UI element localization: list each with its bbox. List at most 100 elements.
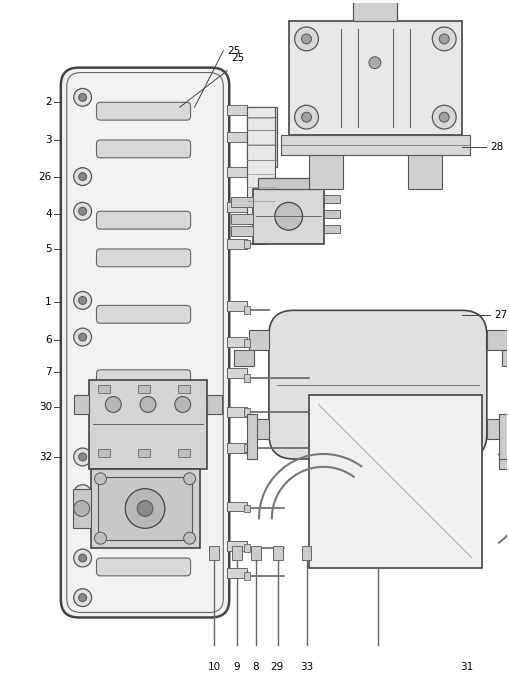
Bar xyxy=(362,0,386,1)
Circle shape xyxy=(294,105,318,129)
Bar xyxy=(244,409,249,416)
Bar xyxy=(227,407,246,417)
Bar xyxy=(138,449,150,457)
Bar xyxy=(91,469,199,548)
FancyBboxPatch shape xyxy=(96,305,190,323)
Bar xyxy=(74,395,89,414)
Circle shape xyxy=(74,500,90,516)
Circle shape xyxy=(78,173,87,180)
Circle shape xyxy=(105,396,121,412)
FancyBboxPatch shape xyxy=(96,249,190,266)
Bar xyxy=(308,395,481,568)
Bar xyxy=(244,240,249,248)
Bar xyxy=(352,0,396,21)
Circle shape xyxy=(74,203,91,220)
Bar xyxy=(177,449,189,457)
Text: 4: 4 xyxy=(45,210,52,219)
Bar xyxy=(498,459,509,469)
Bar xyxy=(98,477,191,540)
Text: 2: 2 xyxy=(45,97,52,108)
Circle shape xyxy=(74,484,91,502)
Circle shape xyxy=(78,593,87,602)
Bar xyxy=(231,214,252,224)
Bar xyxy=(244,544,249,552)
FancyBboxPatch shape xyxy=(96,211,190,229)
Circle shape xyxy=(78,94,87,101)
Circle shape xyxy=(74,549,91,567)
Bar xyxy=(324,225,340,233)
Bar xyxy=(227,541,246,551)
Circle shape xyxy=(94,532,106,544)
Text: 6: 6 xyxy=(45,335,52,345)
Circle shape xyxy=(301,34,311,44)
Bar xyxy=(227,368,246,378)
Circle shape xyxy=(94,473,106,484)
FancyBboxPatch shape xyxy=(268,310,486,459)
Text: 5: 5 xyxy=(45,244,52,254)
Bar xyxy=(244,374,249,382)
Circle shape xyxy=(438,112,448,122)
Circle shape xyxy=(74,88,91,106)
Circle shape xyxy=(78,296,87,305)
Circle shape xyxy=(368,57,380,69)
Bar xyxy=(407,155,441,189)
Text: 1: 1 xyxy=(45,298,52,307)
Text: 33: 33 xyxy=(299,662,313,672)
Circle shape xyxy=(74,589,91,607)
Bar xyxy=(227,568,246,578)
Circle shape xyxy=(78,554,87,562)
Text: 32: 32 xyxy=(39,452,52,462)
Bar xyxy=(301,546,311,560)
Bar xyxy=(227,167,246,176)
Bar xyxy=(89,380,207,469)
Bar xyxy=(231,226,252,236)
Bar xyxy=(244,339,249,347)
Bar xyxy=(98,449,110,457)
Circle shape xyxy=(74,448,91,466)
Circle shape xyxy=(438,34,448,44)
Bar xyxy=(246,414,257,459)
Bar xyxy=(234,350,253,366)
FancyBboxPatch shape xyxy=(96,370,190,388)
Circle shape xyxy=(125,489,164,528)
Bar xyxy=(231,197,252,208)
Text: 25: 25 xyxy=(227,46,240,56)
Bar xyxy=(246,108,276,167)
Bar xyxy=(501,350,509,366)
Bar xyxy=(138,384,150,393)
Circle shape xyxy=(301,112,311,122)
Bar xyxy=(227,502,246,511)
Text: 7: 7 xyxy=(45,366,52,377)
Bar xyxy=(248,419,268,439)
Bar xyxy=(227,132,246,142)
Circle shape xyxy=(432,27,455,51)
Bar xyxy=(486,419,505,439)
FancyBboxPatch shape xyxy=(96,457,190,475)
Bar xyxy=(248,330,268,350)
Circle shape xyxy=(78,490,87,498)
FancyBboxPatch shape xyxy=(96,102,190,120)
Circle shape xyxy=(78,333,87,341)
FancyBboxPatch shape xyxy=(96,558,190,576)
Circle shape xyxy=(274,203,302,230)
Text: 28: 28 xyxy=(489,142,502,152)
Bar xyxy=(272,546,282,560)
Bar xyxy=(324,210,340,218)
Bar xyxy=(258,178,319,189)
Text: 9: 9 xyxy=(234,662,240,672)
Circle shape xyxy=(140,396,156,412)
Bar xyxy=(227,337,246,347)
Circle shape xyxy=(183,473,195,484)
Bar xyxy=(227,301,246,312)
Circle shape xyxy=(74,168,91,185)
Text: 31: 31 xyxy=(460,662,473,672)
Text: 27: 27 xyxy=(493,310,506,321)
Bar xyxy=(280,135,469,155)
Circle shape xyxy=(183,532,195,544)
Circle shape xyxy=(78,208,87,215)
Bar xyxy=(252,189,324,244)
Bar xyxy=(244,505,249,512)
Bar xyxy=(73,489,91,528)
Bar xyxy=(227,443,246,453)
Circle shape xyxy=(137,500,153,516)
